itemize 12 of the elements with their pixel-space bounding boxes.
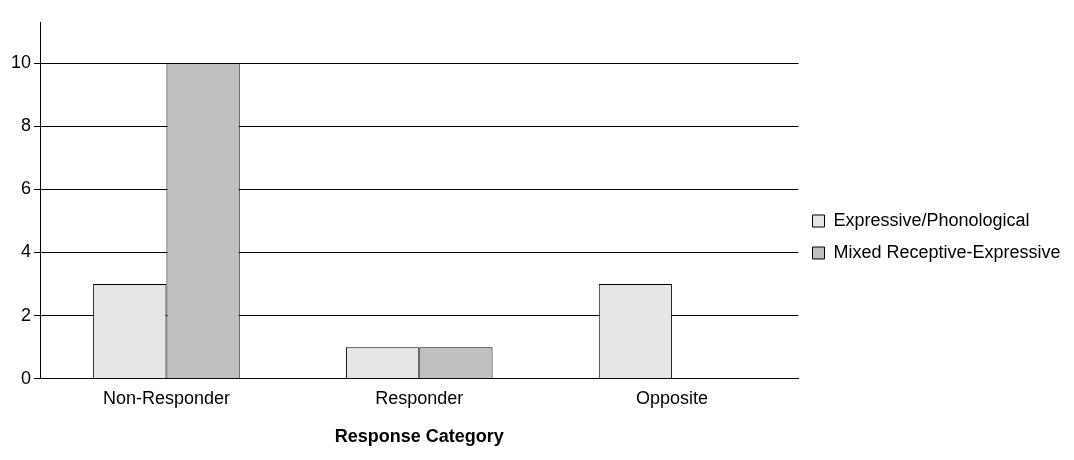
x-tick-label: Opposite <box>636 387 709 408</box>
y-tick-label: 6 <box>21 178 32 199</box>
x-axis-title: Response Category <box>334 426 504 447</box>
y-tick-label: 2 <box>21 304 32 325</box>
x-tick-label: Non-Responder <box>102 387 230 408</box>
y-tick-label: 4 <box>21 241 32 262</box>
legend-label: Mixed Receptive-Expressive <box>833 241 1061 262</box>
legend-label: Expressive/Phonological <box>833 209 1030 230</box>
x-tick-label: Responder <box>375 387 464 408</box>
y-tick-label: 10 <box>10 52 32 73</box>
y-tick-label: 0 <box>21 367 32 388</box>
y-tick-label: 8 <box>21 115 32 136</box>
